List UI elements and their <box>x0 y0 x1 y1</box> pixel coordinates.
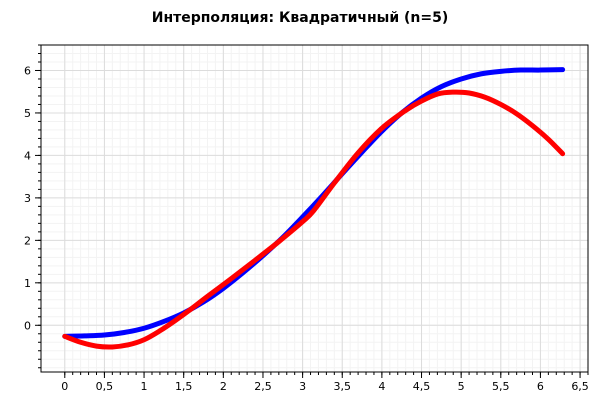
x-tick-label: 1,5 <box>175 380 193 393</box>
x-tick-label: 1 <box>141 380 148 393</box>
x-tick-label: 4 <box>378 380 385 393</box>
x-tick-label: 2,5 <box>254 380 272 393</box>
y-tick-label: 4 <box>24 149 31 162</box>
y-tick-label: 1 <box>24 277 31 290</box>
x-tick-label: 5,5 <box>492 380 510 393</box>
chart-title: Интерполяция: Квадратичный (n=5) <box>151 10 449 26</box>
y-tick-label: 6 <box>24 64 31 77</box>
blue-series-line <box>62 67 566 339</box>
x-tick-label: 3,5 <box>333 380 351 393</box>
x-tick-label: 3 <box>299 380 306 393</box>
x-tick-label: 4,5 <box>413 380 431 393</box>
y-tick-label: 0 <box>24 319 31 332</box>
x-tick-label: 6,5 <box>571 380 589 393</box>
x-tick-label: 0 <box>61 380 68 393</box>
y-tick-label: 5 <box>24 107 31 120</box>
y-tick-label: 3 <box>24 192 31 205</box>
y-tick-label: 2 <box>24 234 31 247</box>
plot-border <box>40 44 589 373</box>
x-tick-label: 2 <box>220 380 227 393</box>
x-tick-label: 6 <box>537 380 544 393</box>
x-tick-label: 0,5 <box>96 380 114 393</box>
x-tick-label: 5 <box>458 380 465 393</box>
red-series-line <box>62 89 566 350</box>
